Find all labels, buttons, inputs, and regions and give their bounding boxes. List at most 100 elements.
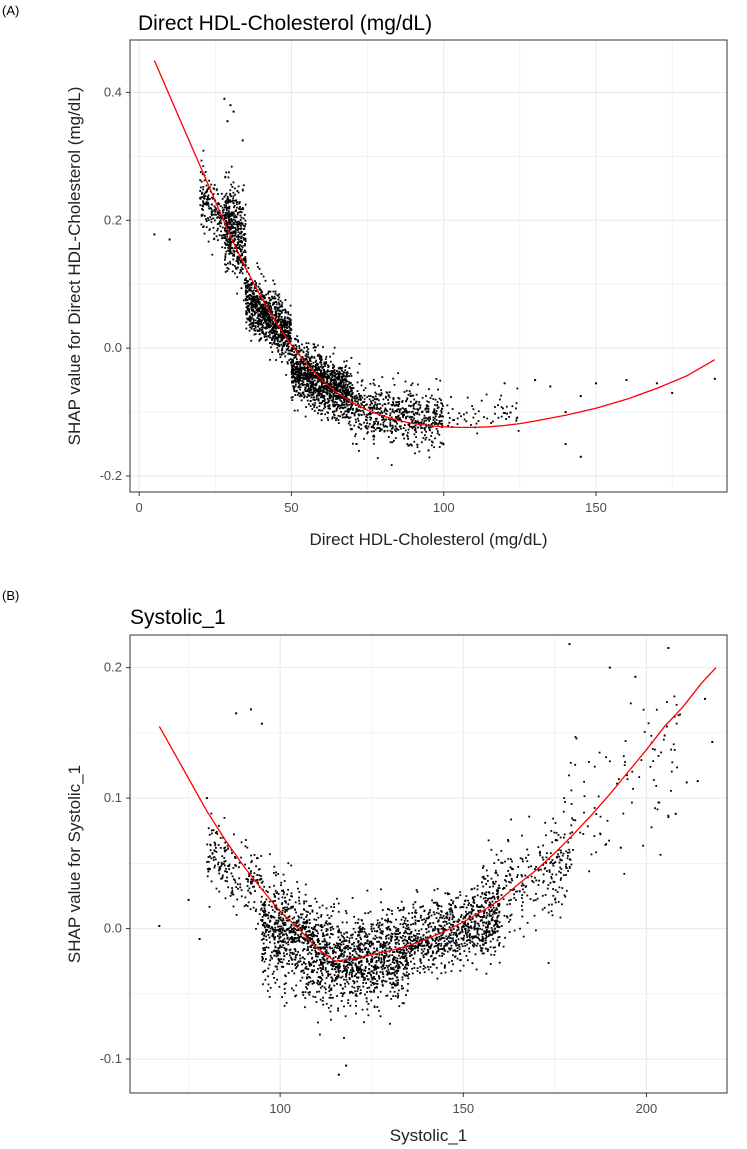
data-point [220, 192, 223, 195]
data-point [310, 381, 313, 384]
data-point [326, 928, 329, 931]
data-point [382, 984, 384, 987]
data-point [271, 926, 273, 928]
data-point [313, 379, 316, 382]
data-point [226, 225, 229, 228]
data-point [299, 358, 302, 361]
data-point [227, 226, 229, 229]
data-point [244, 291, 247, 293]
data-point [299, 927, 302, 930]
data-point [356, 381, 359, 384]
data-point [315, 961, 317, 963]
data-point [274, 981, 277, 984]
data-point [306, 396, 308, 398]
data-point [314, 346, 316, 348]
data-point [511, 405, 514, 408]
data-point [323, 961, 326, 964]
data-point [369, 910, 372, 913]
data-point [396, 409, 398, 412]
data-point [423, 422, 425, 425]
data-point [243, 234, 245, 236]
data-point [291, 963, 294, 965]
data-point [301, 362, 304, 364]
data-point [265, 325, 268, 328]
data-point [417, 421, 420, 424]
data-point [314, 391, 317, 394]
data-point [243, 214, 246, 216]
data-point [278, 914, 280, 917]
data-point [213, 856, 216, 859]
data-point [290, 362, 293, 364]
data-point [330, 933, 333, 935]
data-point [284, 341, 286, 344]
data-point [232, 110, 235, 113]
data-point [303, 922, 306, 925]
data-point [257, 300, 260, 303]
data-point [366, 414, 369, 416]
data-point [307, 948, 309, 950]
data-point [393, 973, 396, 976]
data-point [287, 329, 289, 332]
data-point [288, 930, 291, 932]
data-point [399, 909, 402, 911]
data-point [390, 432, 393, 434]
data-point [415, 400, 418, 403]
data-point [291, 917, 294, 920]
data-point [420, 427, 422, 429]
data-point [399, 923, 402, 925]
data-point [258, 913, 261, 915]
data-point [292, 931, 295, 934]
data-point [336, 966, 339, 969]
data-point [431, 425, 434, 428]
data-point [309, 374, 312, 377]
data-point [289, 926, 292, 928]
data-point [363, 394, 366, 397]
data-point [223, 864, 226, 867]
data-point [213, 866, 216, 869]
data-point [324, 946, 326, 949]
data-point [359, 927, 362, 930]
data-point [389, 978, 392, 980]
data-point [403, 408, 406, 411]
data-point [308, 976, 310, 978]
data-point [230, 227, 232, 229]
data-point [435, 378, 438, 380]
data-point [333, 346, 336, 349]
data-point [342, 404, 345, 406]
data-point [282, 889, 284, 892]
data-point [232, 905, 235, 908]
data-point [306, 372, 308, 375]
data-point [281, 337, 284, 340]
data-point [230, 872, 233, 875]
data-point [263, 294, 265, 297]
data-point [382, 423, 385, 426]
data-point [358, 985, 361, 988]
data-point [209, 849, 212, 852]
data-point [323, 946, 325, 948]
data-point [413, 414, 416, 416]
data-point [307, 930, 310, 933]
data-point [409, 425, 411, 428]
data-point [346, 372, 349, 375]
data-point [336, 390, 339, 392]
data-point [428, 388, 430, 391]
data-point [283, 988, 286, 990]
data-point [429, 426, 432, 429]
data-point [257, 325, 259, 328]
data-point [494, 412, 496, 415]
data-point [286, 934, 288, 937]
data-point [393, 990, 396, 993]
data-point [332, 381, 335, 384]
data-point [294, 347, 297, 350]
data-point [267, 302, 270, 304]
data-point [226, 230, 229, 233]
data-point [625, 379, 628, 382]
data-point [248, 317, 250, 320]
data-point [373, 406, 376, 409]
data-point [377, 411, 380, 414]
data-point [480, 399, 483, 402]
data-point [393, 968, 395, 971]
data-point [290, 323, 292, 326]
data-point [432, 419, 435, 421]
data-point [369, 972, 371, 975]
